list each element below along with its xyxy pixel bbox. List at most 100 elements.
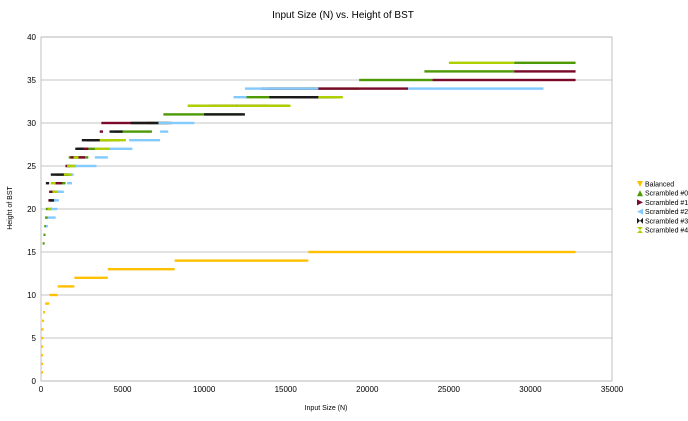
data-point-run xyxy=(41,362,44,365)
data-point-run xyxy=(408,87,544,90)
data-point-run xyxy=(236,104,291,107)
data-point-run xyxy=(67,164,76,168)
data-point-run xyxy=(424,70,515,73)
legend-marker xyxy=(637,199,643,206)
data-point-run xyxy=(47,207,51,211)
y-tick-label: 0 xyxy=(32,377,37,386)
legend-label: Scrambled #4 xyxy=(645,228,688,235)
data-point-run xyxy=(432,78,576,82)
data-point-run xyxy=(42,242,45,245)
legend-item: Scrambled #0 xyxy=(637,190,688,198)
y-tick-label: 20 xyxy=(27,205,36,214)
series-layer xyxy=(41,61,576,374)
data-point-run xyxy=(109,130,123,133)
y-tick-label: 15 xyxy=(27,248,36,257)
legend-item: Scrambled #4 xyxy=(637,227,688,235)
data-point-run xyxy=(41,371,44,374)
data-point-run xyxy=(73,164,97,168)
y-tick-label: 5 xyxy=(32,334,37,343)
data-point-run xyxy=(99,130,103,133)
data-point-run xyxy=(99,139,126,142)
x-tick-label: 35000 xyxy=(601,385,624,394)
data-point-run xyxy=(94,156,108,159)
data-point-run xyxy=(54,182,63,185)
data-point-run xyxy=(160,130,169,133)
y-tick-label: 35 xyxy=(27,76,36,85)
data-point-run xyxy=(187,104,237,107)
legend-label: Scrambled #1 xyxy=(645,200,688,207)
data-point-run xyxy=(55,190,64,193)
legend: Balanced Scrambled #0 Scrambled #1 Scramble… xyxy=(637,181,688,235)
data-point-run xyxy=(308,250,576,254)
legend-marker xyxy=(637,227,643,233)
data-point-run xyxy=(81,139,110,142)
series-5 xyxy=(47,61,515,211)
y-tick-label: 40 xyxy=(27,33,36,42)
data-point-run xyxy=(174,259,309,262)
data-point-run xyxy=(50,207,58,211)
data-point-run xyxy=(204,113,245,116)
data-point-run xyxy=(233,96,247,99)
y-tick-label: 10 xyxy=(27,291,36,300)
legend-item: Scrambled #3 xyxy=(637,217,688,225)
data-point-run xyxy=(41,336,44,340)
series-3 xyxy=(45,87,544,228)
data-point-run xyxy=(129,139,161,142)
y-tick-label: 30 xyxy=(27,119,36,128)
legend-item: Balanced xyxy=(637,181,674,189)
data-point-run xyxy=(57,285,75,288)
legend-label: Scrambled #3 xyxy=(645,218,688,225)
data-point-run xyxy=(514,70,576,73)
data-point-run xyxy=(130,121,159,125)
data-point-run xyxy=(75,147,84,150)
data-point-run xyxy=(45,302,50,305)
plot-area xyxy=(40,36,613,382)
data-point-run xyxy=(98,147,133,150)
x-tick-label: 20000 xyxy=(356,385,379,394)
data-point-run xyxy=(73,156,79,159)
data-point-run xyxy=(42,319,45,322)
x-tick-label: 30000 xyxy=(519,385,542,394)
data-point-run xyxy=(49,293,58,297)
chart-title: Input Size (N) vs. Height of BST xyxy=(272,10,414,21)
data-point-run xyxy=(43,311,46,314)
data-point-run xyxy=(41,345,44,348)
data-point-run xyxy=(155,121,195,125)
data-point-run xyxy=(41,354,44,357)
data-point-run xyxy=(269,96,335,99)
series-2 xyxy=(48,70,576,202)
x-tick-label: 25000 xyxy=(438,385,461,394)
series-4 xyxy=(45,96,335,202)
data-point-run xyxy=(261,87,409,90)
data-point-run xyxy=(41,328,44,331)
legend-marker xyxy=(637,217,643,224)
data-point-run xyxy=(74,276,108,279)
legend-label: Scrambled #0 xyxy=(645,191,688,198)
data-point-run xyxy=(49,199,55,202)
legend-label: Scrambled #2 xyxy=(645,209,688,216)
data-point-run xyxy=(163,113,242,116)
data-point-run xyxy=(50,173,69,176)
data-point-run xyxy=(244,87,319,90)
x-tick-label: 15000 xyxy=(275,385,298,394)
legend-marker xyxy=(637,181,643,187)
series-0 xyxy=(41,250,576,374)
data-point-run xyxy=(45,216,49,219)
data-point-run xyxy=(45,182,50,185)
x-tick-label: 5000 xyxy=(114,385,132,394)
x-tick-labels: 0 5000 10000 15000 20000 25000 30000 35000 xyxy=(39,385,624,394)
data-point-run xyxy=(50,182,56,185)
data-point-run xyxy=(43,233,46,236)
data-point-run xyxy=(359,78,433,82)
data-point-run xyxy=(44,225,47,228)
x-axis-label: Input Size (N) xyxy=(305,405,348,412)
data-point-run xyxy=(514,61,576,64)
data-point-run xyxy=(47,216,56,219)
data-point-run xyxy=(318,96,343,99)
data-point-run xyxy=(107,268,175,271)
data-point-run xyxy=(448,61,515,64)
y-tick-labels: 0 5 10 15 20 25 30 35 40 xyxy=(27,33,36,386)
x-tick-label: 0 xyxy=(39,385,44,394)
data-point-run xyxy=(94,147,110,150)
